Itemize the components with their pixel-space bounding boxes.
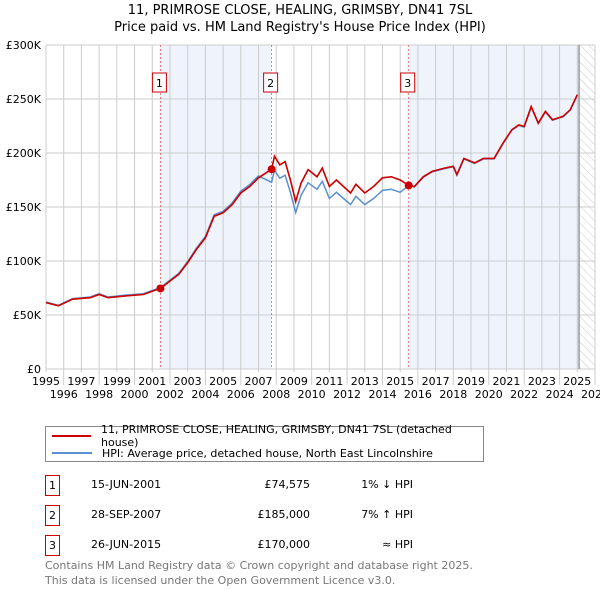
- transaction-number: 1: [45, 475, 60, 496]
- price-chart: 1995199619971998199920002001200220032004…: [6, 39, 600, 401]
- transaction-price: £185,000: [257, 508, 311, 521]
- y-tick-label: £150K: [6, 201, 42, 214]
- blue-line-swatch: [52, 452, 92, 454]
- y-tick-label: £300K: [6, 39, 42, 52]
- legend-label-hpi: HPI: Average price, detached house, Nort…: [102, 446, 433, 460]
- y-tick-label: £0: [27, 363, 41, 376]
- x-tick-label: 2000: [121, 388, 149, 401]
- chart-subtitle: Price paid vs. HM Land Registry's House …: [114, 20, 486, 35]
- x-tick-label: 1999: [103, 375, 131, 388]
- x-tick-label: 2011: [315, 375, 343, 388]
- property-price-line: [45, 94, 579, 307]
- x-tick-label: 2007: [245, 375, 273, 388]
- transaction-date: 26-JUN-2015: [91, 538, 162, 551]
- legend-label-property: 11, PRIMROSE CLOSE, HEALING, GRIMSBY, DN…: [101, 423, 452, 449]
- sale-label: 1: [156, 77, 163, 90]
- sale-point: [156, 284, 165, 293]
- transaction-hpi: 1% ↓ HPI: [361, 478, 413, 491]
- x-tick-label: 2024: [546, 388, 574, 401]
- x-tick-label: 2010: [298, 388, 326, 401]
- x-tick-label: 2005: [209, 375, 237, 388]
- x-tick-label: 2004: [191, 388, 219, 401]
- transaction-number: 2: [45, 505, 60, 526]
- x-tick-label: 2019: [457, 375, 485, 388]
- sale-label-box: [151, 72, 167, 93]
- y-tick-label: £100K: [6, 255, 42, 268]
- x-tick-label: 2002: [156, 388, 184, 401]
- x-tick-label: 2013: [351, 375, 379, 388]
- transaction-row: 2 28-SEP-2007 £185,000 7% ↑ HPI: [45, 505, 465, 526]
- x-tick-label: 2006: [227, 388, 255, 401]
- transaction-row: 3 26-JUN-2015 £170,000 ≈ HPI: [45, 535, 465, 556]
- y-tick-label: £50K: [13, 309, 42, 322]
- sale-label-box: [263, 72, 279, 93]
- transaction-date: 28-SEP-2007: [91, 508, 162, 521]
- sale-label-box: [400, 72, 416, 93]
- x-tick-label: 2017: [422, 375, 450, 388]
- legend: 11, PRIMROSE CLOSE, HEALING, GRIMSBY, DN…: [45, 423, 484, 462]
- x-tick-label: 1997: [67, 375, 95, 388]
- x-tick-label: 2009: [280, 375, 308, 388]
- y-tick-label: £200K: [6, 147, 42, 160]
- x-tick-label: 2001: [138, 375, 166, 388]
- transaction-hpi: 7% ↑ HPI: [361, 508, 413, 521]
- x-tick-label: 1996: [50, 388, 78, 401]
- sale-point: [267, 165, 276, 174]
- x-tick-label: 2003: [174, 375, 202, 388]
- x-tick-label: 2018: [439, 388, 467, 401]
- x-tick-label: 2025: [563, 375, 591, 388]
- chart-title: 11, PRIMROSE CLOSE, HEALING, GRIMSBY, DN…: [127, 3, 473, 18]
- x-tick-label: 2016: [404, 388, 432, 401]
- x-tick-label: 2022: [510, 388, 538, 401]
- transaction-number: 3: [45, 535, 60, 556]
- sale-point: [404, 181, 413, 190]
- x-tick-label: 2021: [492, 375, 520, 388]
- legend-item-property: 11, PRIMROSE CLOSE, HEALING, GRIMSBY, DN…: [52, 423, 483, 449]
- x-tick-label: 1998: [85, 388, 113, 401]
- y-tick-label: £250K: [6, 93, 42, 106]
- x-tick-label: 2008: [262, 388, 290, 401]
- transaction-price: £74,575: [264, 478, 311, 491]
- transaction-price: £170,000: [257, 538, 311, 551]
- x-tick-label: 2014: [368, 388, 396, 401]
- x-tick-label: 2020: [475, 388, 503, 401]
- sale-label: 2: [267, 77, 274, 90]
- legend-item-hpi: HPI: Average price, detached house, Nort…: [52, 445, 433, 461]
- x-tick-label: 1995: [32, 375, 60, 388]
- red-line-swatch: [52, 435, 91, 437]
- transaction-date: 15-JUN-2001: [91, 478, 162, 491]
- x-tick-label: 2026: [581, 388, 600, 401]
- footer-licence: This data is licensed under the Open Gov…: [45, 574, 396, 587]
- x-tick-label: 2023: [528, 375, 556, 388]
- x-tick-label: 2012: [333, 388, 361, 401]
- transaction-hpi: ≈ HPI: [382, 538, 413, 551]
- sale-label: 3: [404, 77, 411, 90]
- transaction-row: 1 15-JUN-2001 £74,575 1% ↓ HPI: [45, 475, 465, 496]
- x-tick-label: 2015: [386, 375, 414, 388]
- footer-copyright: Contains HM Land Registry data © Crown c…: [45, 559, 473, 572]
